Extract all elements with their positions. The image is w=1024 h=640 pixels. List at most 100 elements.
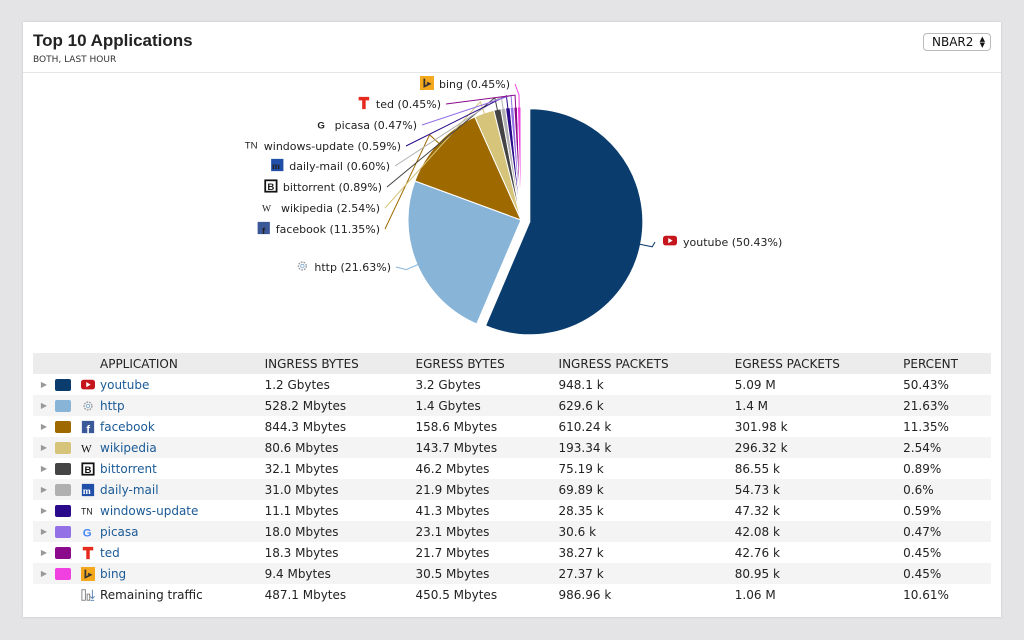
app-link[interactable]: facebook <box>100 419 155 434</box>
leader-line <box>445 94 517 112</box>
bittorrent-icon: B <box>264 179 278 193</box>
ingress-packets: 75.19 k <box>558 461 604 476</box>
table-row[interactable]: ▶ TN windows-update 11.1 Mbytes 41.3 Mby… <box>33 500 991 521</box>
egress-packets: 296.32 k <box>734 440 788 455</box>
pie-label: windows-update (0.59%) <box>264 140 401 153</box>
daily-mail-icon: m <box>81 479 100 500</box>
color-swatch <box>55 416 81 437</box>
leader-line <box>395 262 422 271</box>
app-link[interactable]: bing <box>100 566 127 581</box>
egress-bytes: 3.2 Gbytes <box>415 377 481 392</box>
app-link[interactable]: windows-update <box>100 503 199 518</box>
app-link[interactable]: youtube <box>100 377 150 392</box>
pie-chart: youtube (50.43%) http (21.63%) facebook (1… <box>245 76 782 336</box>
ingress-packets: 28.35 k <box>558 503 604 518</box>
svg-text:m: m <box>272 161 280 172</box>
google-icon: G <box>317 120 324 131</box>
ingress-bytes: 32.1 Mbytes <box>264 461 339 476</box>
egress-packets: 86.55 k <box>734 461 780 476</box>
pie-label: wikipedia (2.54%) <box>281 202 380 215</box>
pie-label: picasa (0.47%) <box>335 119 417 132</box>
expand-icon[interactable]: ▶ <box>40 527 48 536</box>
color-swatch <box>55 542 81 563</box>
app-link[interactable]: ted <box>100 545 120 560</box>
expand-icon[interactable]: ▶ <box>40 401 48 410</box>
app-link[interactable]: bittorrent <box>100 461 157 476</box>
percent: 21.63% <box>903 398 949 413</box>
leader-line <box>636 241 656 248</box>
svg-text:W: W <box>81 443 92 455</box>
color-swatch <box>55 479 81 500</box>
bing-icon <box>81 563 100 584</box>
expand-icon[interactable]: ▶ <box>40 443 48 452</box>
percent: 11.35% <box>903 419 949 434</box>
svg-text:f: f <box>262 226 266 237</box>
egress-bytes: 143.7 Mbytes <box>415 440 498 455</box>
svg-text:TN: TN <box>81 506 93 516</box>
expand-icon[interactable]: ▶ <box>40 485 48 494</box>
bittorrent-icon: B <box>81 458 100 479</box>
classification-select[interactable]: NBAR2 ▲ ▼ <box>923 33 991 51</box>
svg-text:G: G <box>317 120 324 131</box>
table-row[interactable]: ▶ G picasa 18.0 Mbytes 23.1 Mbytes 30.6 … <box>33 521 991 542</box>
egress-packets: 301.98 k <box>734 419 788 434</box>
table-row[interactable]: ▶ W wikipedia 80.6 Mbytes 143.7 Mbytes 1… <box>33 437 991 458</box>
table-header: APPLICATION INGRESS BYTES EGRESS BYTES I… <box>33 353 991 374</box>
app-link[interactable]: wikipedia <box>100 440 157 455</box>
percent: 0.45% <box>903 566 942 581</box>
table-row[interactable]: ▶ B bittorrent 32.1 Mbytes 46.2 Mbytes 7… <box>33 458 991 479</box>
table-row[interactable]: ▶ bing 9.4 Mbytes 30.5 Mbytes 27.37 k 80… <box>33 563 991 584</box>
egress-packets: 1.06 M <box>734 587 776 602</box>
table-row[interactable]: ▶ m daily-mail 31.0 Mbytes 21.9 Mbytes 6… <box>33 479 991 500</box>
panel-title: Top 10 Applications <box>33 31 193 50</box>
expand-icon[interactable]: ▶ <box>40 422 48 431</box>
facebook-icon: f <box>257 221 270 237</box>
app-link[interactable]: daily-mail <box>100 482 159 497</box>
pie-label: youtube (50.43%) <box>683 236 782 249</box>
ingress-bytes: 80.6 Mbytes <box>264 440 339 455</box>
ingress-packets: 30.6 k <box>558 524 597 539</box>
expand-icon[interactable]: ▶ <box>40 569 48 578</box>
table-row[interactable]: ▶ f facebook 844.3 Mbytes 158.6 Mbytes 6… <box>33 416 991 437</box>
table-row[interactable]: ▶ ted 18.3 Mbytes 21.7 Mbytes 38.27 k 42… <box>33 542 991 563</box>
table-row[interactable]: ▶ youtube 1.2 Gbytes 3.2 Gbytes 948.1 k … <box>33 374 991 395</box>
col-ingress-bytes: INGRESS BYTES <box>264 353 416 374</box>
pie-label: http (21.63%) <box>314 261 391 274</box>
percent: 0.89% <box>903 461 942 476</box>
youtube-icon <box>81 374 100 395</box>
ingress-packets: 610.24 k <box>558 419 612 434</box>
bing-icon <box>419 76 434 90</box>
pie-label: facebook (11.35%) <box>276 223 380 236</box>
expand-icon[interactable]: ▶ <box>40 464 48 473</box>
color-swatch <box>55 500 81 521</box>
expand-icon[interactable]: ▶ <box>40 548 48 557</box>
egress-bytes: 450.5 Mbytes <box>415 587 498 602</box>
ingress-packets: 193.34 k <box>558 440 612 455</box>
gear-icon <box>297 261 307 271</box>
egress-bytes: 30.5 Mbytes <box>415 566 490 581</box>
svg-text:W: W <box>262 203 272 214</box>
percent: 0.59% <box>903 503 942 518</box>
pie-label: bing (0.45%) <box>439 78 510 91</box>
table-row[interactable]: ▶ http 528.2 Mbytes 1.4 Gbytes 629.6 k 1… <box>33 395 991 416</box>
app-link[interactable]: http <box>100 398 125 413</box>
ingress-bytes: 844.3 Mbytes <box>264 419 347 434</box>
egress-packets: 54.73 k <box>734 482 780 497</box>
color-swatch <box>55 395 81 416</box>
color-swatch <box>55 563 81 584</box>
ingress-bytes: 487.1 Mbytes <box>264 587 347 602</box>
egress-packets: 42.76 k <box>734 545 780 560</box>
wikipedia-icon: W <box>262 203 272 214</box>
ingress-bytes: 18.0 Mbytes <box>264 524 339 539</box>
col-ingress-packets: INGRESS PACKETS <box>558 353 735 374</box>
egress-bytes: 41.3 Mbytes <box>415 503 490 518</box>
app-link[interactable]: picasa <box>100 524 139 539</box>
expand-icon[interactable]: ▶ <box>40 506 48 515</box>
remaining-label: Remaining traffic <box>100 587 203 602</box>
color-swatch <box>55 521 81 542</box>
color-swatch <box>55 374 81 395</box>
expand-icon[interactable]: ▶ <box>40 380 48 389</box>
svg-text:m: m <box>83 486 91 497</box>
svg-text:B: B <box>267 182 274 193</box>
svg-text:B: B <box>85 465 92 476</box>
